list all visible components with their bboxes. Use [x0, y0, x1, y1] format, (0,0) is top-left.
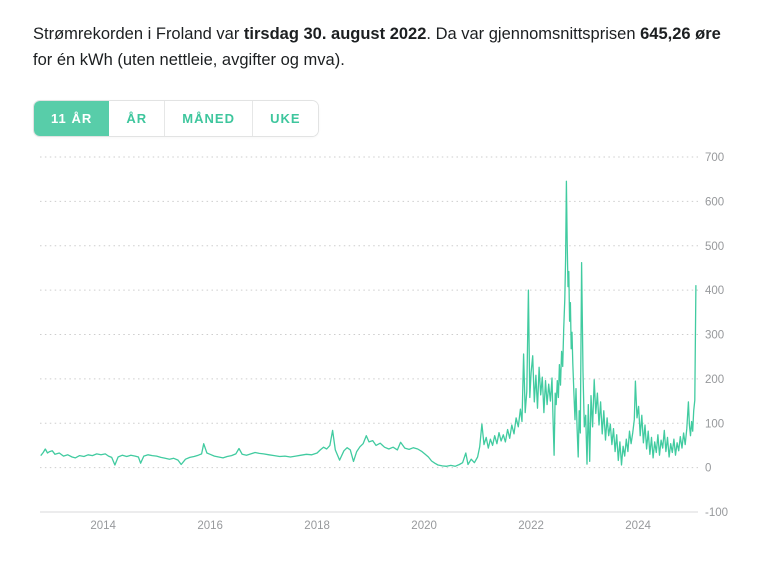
y-tick-label-0: 0: [705, 463, 711, 475]
x-tick-label-2024: 2024: [625, 520, 651, 532]
tab-year[interactable]: ÅR: [109, 101, 166, 136]
y-tick-label-100: 100: [705, 418, 724, 430]
x-tick-label-2016: 2016: [197, 520, 223, 532]
x-axis-labels: 2014 2016 2018 2020 2022 2024: [90, 520, 651, 532]
record-summary-prefix: Strømrekorden i Froland var: [33, 25, 244, 43]
y-tick-label-400: 400: [705, 285, 724, 297]
record-summary: Strømrekorden i Froland var tirsdag 30. …: [33, 22, 733, 73]
y-tick-label-600: 600: [705, 196, 724, 208]
period-tabs: 11 ÅR ÅR MÅNED UKE: [33, 100, 319, 137]
record-date: tirsdag 30. august 2022: [243, 25, 427, 43]
y-tick-label-500: 500: [705, 241, 724, 253]
tab-week[interactable]: UKE: [253, 101, 318, 136]
y-tick-label-300: 300: [705, 330, 724, 342]
record-summary-suffix: for én kWh (uten nettleie, avgifter og m…: [33, 50, 345, 69]
x-tick-label-2020: 2020: [411, 520, 437, 532]
x-tick-label-2022: 2022: [518, 520, 544, 532]
tab-month[interactable]: MÅNED: [165, 101, 254, 136]
y-tick-label--100: -100: [705, 507, 728, 519]
y-tick-label-700: 700: [705, 152, 724, 164]
y-axis-labels: 700 600 500 400 300 200 100 0 -100: [705, 152, 728, 519]
y-tick-label-200: 200: [705, 374, 724, 386]
x-tick-label-2014: 2014: [90, 520, 116, 532]
price-line-series: [40, 180, 697, 467]
record-summary-middle: . Da var gjennomsnittsprisen: [426, 25, 641, 43]
x-tick-label-2018: 2018: [304, 520, 330, 532]
record-price: 645,26 øre: [640, 25, 721, 43]
gridlines: [40, 156, 698, 513]
tab-11-years[interactable]: 11 ÅR: [34, 101, 110, 136]
